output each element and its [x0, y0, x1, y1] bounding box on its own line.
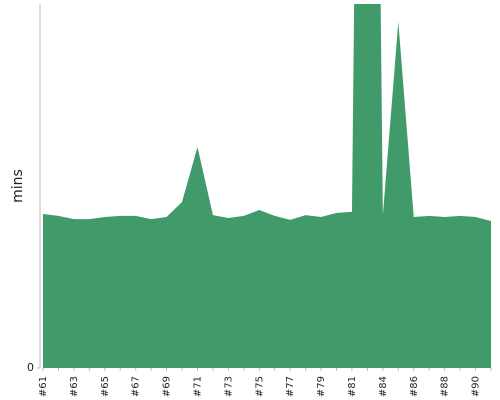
x-tick-label: #65: [100, 376, 111, 397]
x-tick-label: #71: [192, 376, 203, 397]
x-tick-label: #67: [131, 376, 142, 397]
x-tick-label: #61: [38, 376, 49, 397]
x-tick-label: #77: [285, 376, 296, 397]
y-tick-label: 0: [27, 361, 34, 374]
x-tick-label: #69: [162, 376, 173, 397]
x-tick-label: #79: [316, 376, 327, 397]
x-tick-label: #90: [471, 376, 482, 397]
x-tick-label: #73: [223, 376, 234, 397]
y-axis-label: mins: [10, 169, 26, 203]
x-tick-label: #81: [347, 376, 358, 397]
x-tick-label: #84: [378, 376, 389, 397]
area: [43, 4, 491, 368]
x-tick-label: #63: [69, 376, 80, 397]
x-tick-label: #75: [254, 376, 265, 397]
x-tick-label: #86: [409, 376, 420, 397]
x-tick-label: #88: [440, 376, 451, 397]
